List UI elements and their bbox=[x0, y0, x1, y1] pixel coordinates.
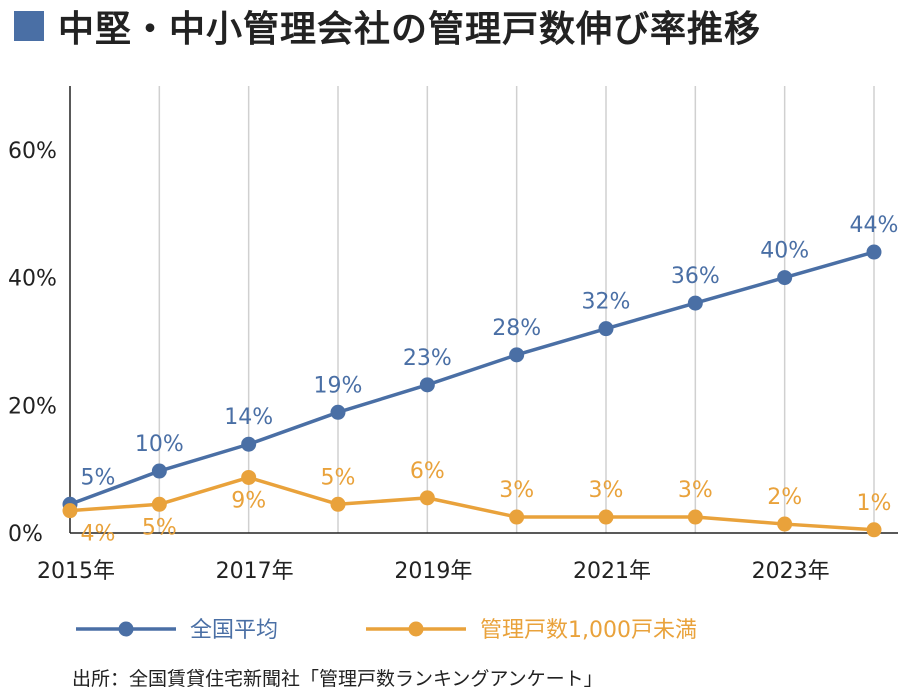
under-1000-units-point-2017 bbox=[241, 469, 257, 485]
national-average-point-2017 bbox=[241, 436, 257, 452]
national-average-data-label-2017: 14% bbox=[224, 405, 273, 430]
legend-national-average-label: 全国平均 bbox=[190, 618, 278, 643]
national-average-data-label-2023: 40% bbox=[760, 239, 809, 264]
under-1000-units-data-label-2016: 5% bbox=[142, 515, 177, 540]
under-1000-units-point-2018 bbox=[330, 496, 346, 512]
source-note: 出所：全国賃貸住宅新聞社「管理戸数ランキングアンケート」 bbox=[72, 668, 603, 690]
national-average-point-2023 bbox=[777, 270, 793, 286]
chart-title: 中堅・中小管理会社の管理戸数伸び率推移 bbox=[58, 9, 762, 50]
under-1000-units-point-2023 bbox=[777, 516, 793, 532]
legend-national-average-marker bbox=[118, 621, 134, 637]
national-average-point-2020 bbox=[509, 347, 525, 363]
national-average-data-label-2022: 36% bbox=[671, 264, 720, 289]
under-1000-units-data-label-2017: 9% bbox=[231, 488, 266, 513]
x-tick-label-2017: 2017年 bbox=[216, 559, 294, 584]
national-average-point-2019 bbox=[419, 377, 435, 393]
national-average-data-label-2024: 44% bbox=[850, 213, 899, 238]
national-average-point-2018 bbox=[330, 404, 346, 420]
national-average-data-label-2015: 5% bbox=[81, 465, 116, 490]
under-1000-units-data-label-2018: 5% bbox=[321, 465, 356, 490]
under-1000-units-point-2019 bbox=[419, 490, 435, 506]
national-average-point-2016 bbox=[151, 463, 167, 479]
national-average-data-label-2016: 10% bbox=[135, 432, 184, 457]
x-tick-label-2021: 2021年 bbox=[573, 559, 651, 584]
national-average-point-2021 bbox=[598, 321, 614, 337]
under-1000-units-point-2022 bbox=[687, 509, 703, 525]
national-average-point-2024 bbox=[866, 244, 882, 260]
national-average-data-label-2018: 19% bbox=[314, 373, 363, 398]
under-1000-units-data-label-2015: 4% bbox=[81, 522, 116, 547]
under-1000-units-point-2015 bbox=[62, 503, 78, 519]
x-tick-label-2019: 2019年 bbox=[394, 559, 472, 584]
y-tick-label-20: 20% bbox=[8, 394, 57, 419]
y-tick-label-60: 60% bbox=[8, 139, 57, 164]
under-1000-units-point-2024 bbox=[866, 522, 882, 538]
national-average-line bbox=[69, 250, 875, 506]
under-1000-units-line bbox=[69, 475, 875, 532]
under-1000-units-point-2016 bbox=[151, 496, 167, 512]
title-square-marker bbox=[14, 11, 44, 41]
national-average-data-label-2021: 32% bbox=[582, 290, 631, 315]
legend-under-1000-units-marker bbox=[408, 621, 424, 637]
legend-under-1000-units-label: 管理戸数1,000戸未満 bbox=[480, 618, 697, 643]
chart-title-block: 中堅・中小管理会社の管理戸数伸び率推移 bbox=[14, 4, 761, 50]
under-1000-units-data-label-2023: 2% bbox=[767, 485, 802, 510]
national-average-data-label-2020: 28% bbox=[492, 316, 541, 341]
y-tick-label-0: 0% bbox=[8, 522, 43, 547]
x-tick-label-2023: 2023年 bbox=[752, 559, 830, 584]
under-1000-units-data-label-2020: 3% bbox=[499, 478, 534, 503]
under-1000-units-data-label-2019: 6% bbox=[410, 459, 445, 484]
under-1000-units-point-2020 bbox=[509, 509, 525, 525]
under-1000-units-data-label-2024: 1% bbox=[857, 491, 892, 516]
under-1000-units-point-2021 bbox=[598, 509, 614, 525]
y-tick-label-40: 40% bbox=[8, 267, 57, 292]
national-average-data-label-2019: 23% bbox=[403, 346, 452, 371]
x-tick-label-2015: 2015年 bbox=[37, 559, 115, 584]
under-1000-units-data-label-2021: 3% bbox=[589, 478, 624, 503]
national-average-point-2022 bbox=[687, 295, 703, 311]
under-1000-units-data-label-2022: 3% bbox=[678, 478, 713, 503]
